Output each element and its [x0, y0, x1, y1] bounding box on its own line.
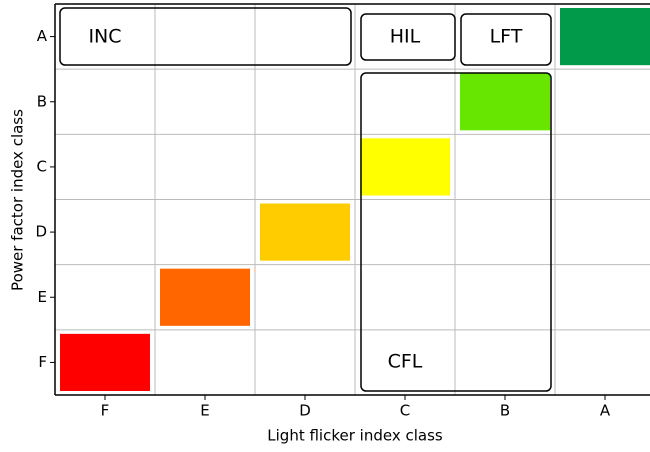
group-label: LFT	[490, 26, 523, 48]
x-tick-label: B	[500, 402, 510, 420]
group-box	[460, 13, 552, 66]
x-tick-label: C	[400, 402, 410, 420]
x-tick-label: F	[101, 402, 110, 420]
x-tick-label: A	[600, 402, 611, 420]
y-tick-label: E	[38, 288, 47, 306]
class-cell	[560, 8, 650, 66]
x-axis-label: Light flicker index class	[267, 427, 443, 445]
class-cell	[360, 138, 450, 196]
class-cell	[60, 333, 150, 391]
group-label: HIL	[390, 26, 421, 48]
y-tick-label: D	[35, 223, 47, 241]
y-axis-label: Power factor index class	[9, 109, 27, 291]
group-box	[360, 13, 456, 61]
group-label: CFL	[388, 351, 423, 373]
class-cell	[460, 73, 550, 131]
group-box	[360, 72, 552, 392]
class-cell	[260, 203, 350, 261]
x-tick-label: E	[200, 402, 209, 420]
y-tick-label: C	[37, 157, 47, 175]
y-tick-label: A	[37, 27, 48, 45]
x-tick-label: D	[299, 402, 311, 420]
group-label: INC	[88, 26, 121, 48]
y-tick-label: F	[38, 353, 47, 371]
class-cell	[160, 268, 250, 326]
y-tick-label: B	[37, 92, 47, 110]
group-box	[59, 7, 352, 66]
